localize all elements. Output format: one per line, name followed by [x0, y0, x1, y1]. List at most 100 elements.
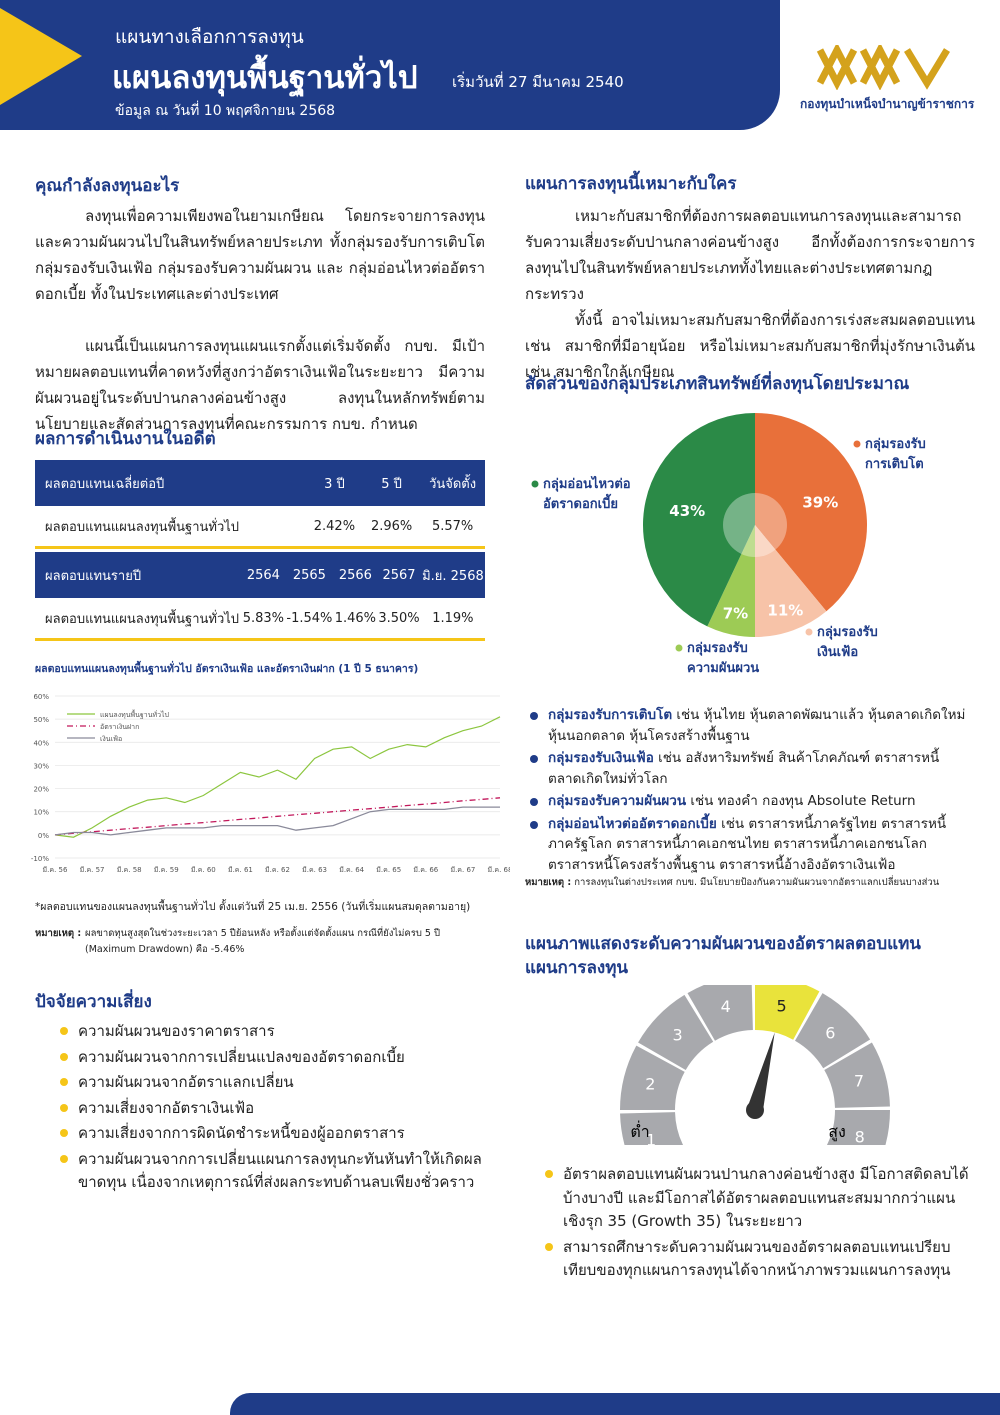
value-label: 43% [669, 502, 705, 520]
x-tick-label: มี.ค. 58 [117, 866, 142, 874]
gauge-low: ต่ำ [630, 1120, 649, 1141]
line-series [54, 797, 501, 836]
header-cell: 2566 [333, 552, 378, 598]
cell: 1.19% [420, 598, 485, 641]
item-text: เช่น อสังหาริมทรัพย์ สินค้าโภคภัณฑ์ ตราส… [548, 750, 940, 787]
legend-label: เงินเฟ้อ [100, 735, 122, 743]
category-label: กลุ่มรองรับ [865, 437, 926, 452]
cell: -1.54% [285, 598, 334, 641]
gauge-segment [687, 985, 753, 1041]
note-line: (Maximum Drawdown) คือ -5.46% [85, 944, 245, 955]
list-item: กลุ่มอ่อนไหวต่ออัตราดอกเบี้ย เช่น ตราสาร… [530, 814, 970, 876]
header-cell: วันจัดตั้ง [420, 460, 485, 506]
legend-dot [853, 440, 861, 448]
item-text: เช่น ตราสารหนี้ภาครัฐไทย ตราสารหนี้ภาครั… [548, 815, 947, 873]
item-name: กลุ่มรองรับการเติบโต [548, 707, 673, 723]
value-label: 11% [767, 601, 803, 619]
data-row: ผลตอบแทนแผนลงทุนพื้นฐานทั่วไป 5.83% -1.54%… [35, 598, 485, 641]
section-heading: แผนการลงทุนนี้เหมาะกับใคร [525, 174, 737, 194]
line-series [54, 716, 501, 838]
y-tick-label: 30% [33, 762, 49, 770]
gauge-needle [747, 1032, 775, 1112]
header-cell: 5 ปี [363, 460, 421, 506]
section-heading: สัดส่วนของกลุ่มประเภทสินทรัพย์ที่ลงทุนโด… [525, 374, 910, 394]
x-tick-label: มี.ค. 64 [339, 866, 364, 874]
section-heading: ผลการดำเนินงานในอดีต [35, 429, 216, 449]
list-item: ความผันผวนจากการเปลี่ยนแปลงของอัตราดอกเบ… [60, 1046, 500, 1070]
category-label: เงินเฟ้อ [817, 644, 858, 660]
y-tick-label: 20% [33, 786, 49, 794]
legend-dot [805, 628, 813, 636]
pie-chart: 39%กลุ่มรองรับการเติบโต11%กลุ่มรองรับเงิ… [531, 413, 926, 676]
footer-band [230, 1393, 1000, 1415]
cell: ผลตอบแทนแผนลงทุนพื้นฐานทั่วไป [35, 506, 306, 549]
list-item: ความเสี่ยงจากอัตราเงินเฟ้อ [60, 1097, 500, 1121]
item-text: ความผันผวนจากการเปลี่ยนแผนการลงทุนกะทันห… [78, 1149, 482, 1192]
table: ผลตอบแทนเฉลี่ยต่อปี 3 ปี 5 ปี วันจัดตั้งผลต… [35, 460, 485, 549]
note-label: หมายเหตุ : [525, 877, 572, 888]
x-tick-label: มี.ค. 60 [191, 866, 216, 874]
gauge-hub [746, 1101, 764, 1119]
header-band [0, 0, 780, 130]
x-tick-label: มี.ค. 63 [302, 866, 327, 874]
paragraph: ทั้งนี้ อาจไม่เหมาะสมกับสมาชิกที่ต้องการ… [525, 311, 975, 381]
investing-text: ลงทุนเพื่อความเพียงพอในยามเกษียณ โดยกระจ… [35, 203, 485, 437]
list-item: กลุ่มรองรับความผันผวน เช่น ทองคำ กองทุน … [530, 791, 970, 812]
risk-list: ความผันผวนของราคาตราสารความผันผวนจากการเ… [60, 1020, 500, 1197]
header-cell: 2565 [285, 552, 334, 598]
x-tick-label: มี.ค. 66 [413, 866, 438, 874]
y-tick-label: 10% [33, 809, 49, 817]
bullet [530, 798, 538, 806]
list-item: กลุ่มรองรับการเติบโต เช่น หุ้นไทย หุ้นตล… [530, 705, 970, 746]
header-cell: ผลตอบแทนเฉลี่ยต่อปี [35, 460, 306, 506]
gauge-level: 3 [673, 1026, 683, 1045]
paragraph: ลงทุนเพื่อความเพียงพอในยามเกษียณ โดยกระจ… [35, 207, 485, 303]
list-item: กลุ่มรองรับเงินเฟ้อ เช่น อสังหาริมทรัพย์… [530, 748, 970, 789]
bullet [60, 1129, 68, 1137]
header-cell: 2564 [241, 552, 286, 598]
allocation-details: กลุ่มรองรับการเติบโต เช่น หุ้นไทย หุ้นตล… [530, 705, 970, 877]
bullet [60, 1052, 68, 1061]
y-tick-label: 60% [33, 693, 49, 701]
gauge-level: 2 [645, 1074, 655, 1093]
header-row: ผลตอบแทนรายปี 2564 2565 2566 2567 มิ.ย. 2568 [35, 552, 485, 598]
bullet [60, 1103, 68, 1112]
item-text: สามารถศึกษาระดับความผันผวนของอัตราผลตอบแ… [563, 1237, 951, 1280]
x-tick-label: มี.ค. 56 [43, 866, 68, 874]
note: ผลขาดทุนสูงสุดในช่วงระยะเวลา 5 ปีย้อนหลั… [85, 926, 440, 958]
value-label: 7% [723, 604, 748, 622]
bullet [545, 1170, 553, 1178]
header-data-date: ข้อมูล ณ วันที่ 10 พฤศจิกายน 2568 [115, 103, 336, 119]
gauge-level: 4 [721, 997, 731, 1016]
category-label: กลุ่มรองรับ [817, 625, 878, 640]
heading-line: แผนการลงทุน [525, 958, 629, 978]
cell: 2.96% [363, 506, 421, 549]
list-item: ความผันผวนของราคาตราสาร [60, 1020, 500, 1044]
paragraph: เหมาะกับสมาชิกที่ต้องการผลตอบแทนการลงทุน… [525, 207, 975, 303]
cell: 5.83% [241, 598, 286, 641]
category-label: กลุ่มอ่อนไหวต่อ [543, 475, 631, 492]
gauge-level: 1 [646, 1130, 656, 1145]
legend-dot [531, 480, 539, 488]
item-text: ความผันผวนของราคาตราสาร [78, 1022, 275, 1040]
item-text: เช่น ทองคำ กองทุน Absolute Return [686, 793, 916, 809]
x-tick-label: มี.ค. 61 [228, 866, 253, 874]
header-triangle [0, 8, 82, 105]
bullet [530, 820, 538, 829]
bullet [530, 712, 538, 720]
bullet [545, 1242, 553, 1251]
y-tick-label: -10% [31, 855, 49, 863]
header-cell: ผลตอบแทนรายปี [35, 552, 242, 598]
gauge-segment [620, 1112, 684, 1145]
header-cell: 3 ปี [305, 460, 363, 506]
category-label: อัตราดอกเบี้ย [543, 493, 618, 512]
x-tick-label: มี.ค. 62 [265, 866, 290, 874]
value-label: 39% [802, 493, 838, 511]
category-label: ความผันผวน [687, 661, 759, 676]
gauge-segment [826, 1110, 890, 1145]
pie-slice [707, 525, 755, 637]
list-item: ความผันผวนจากอัตราแลกเปลี่ยน [60, 1071, 500, 1095]
y-tick-label: 50% [33, 716, 49, 724]
header-cell: มิ.ย. 2568 [420, 552, 485, 598]
